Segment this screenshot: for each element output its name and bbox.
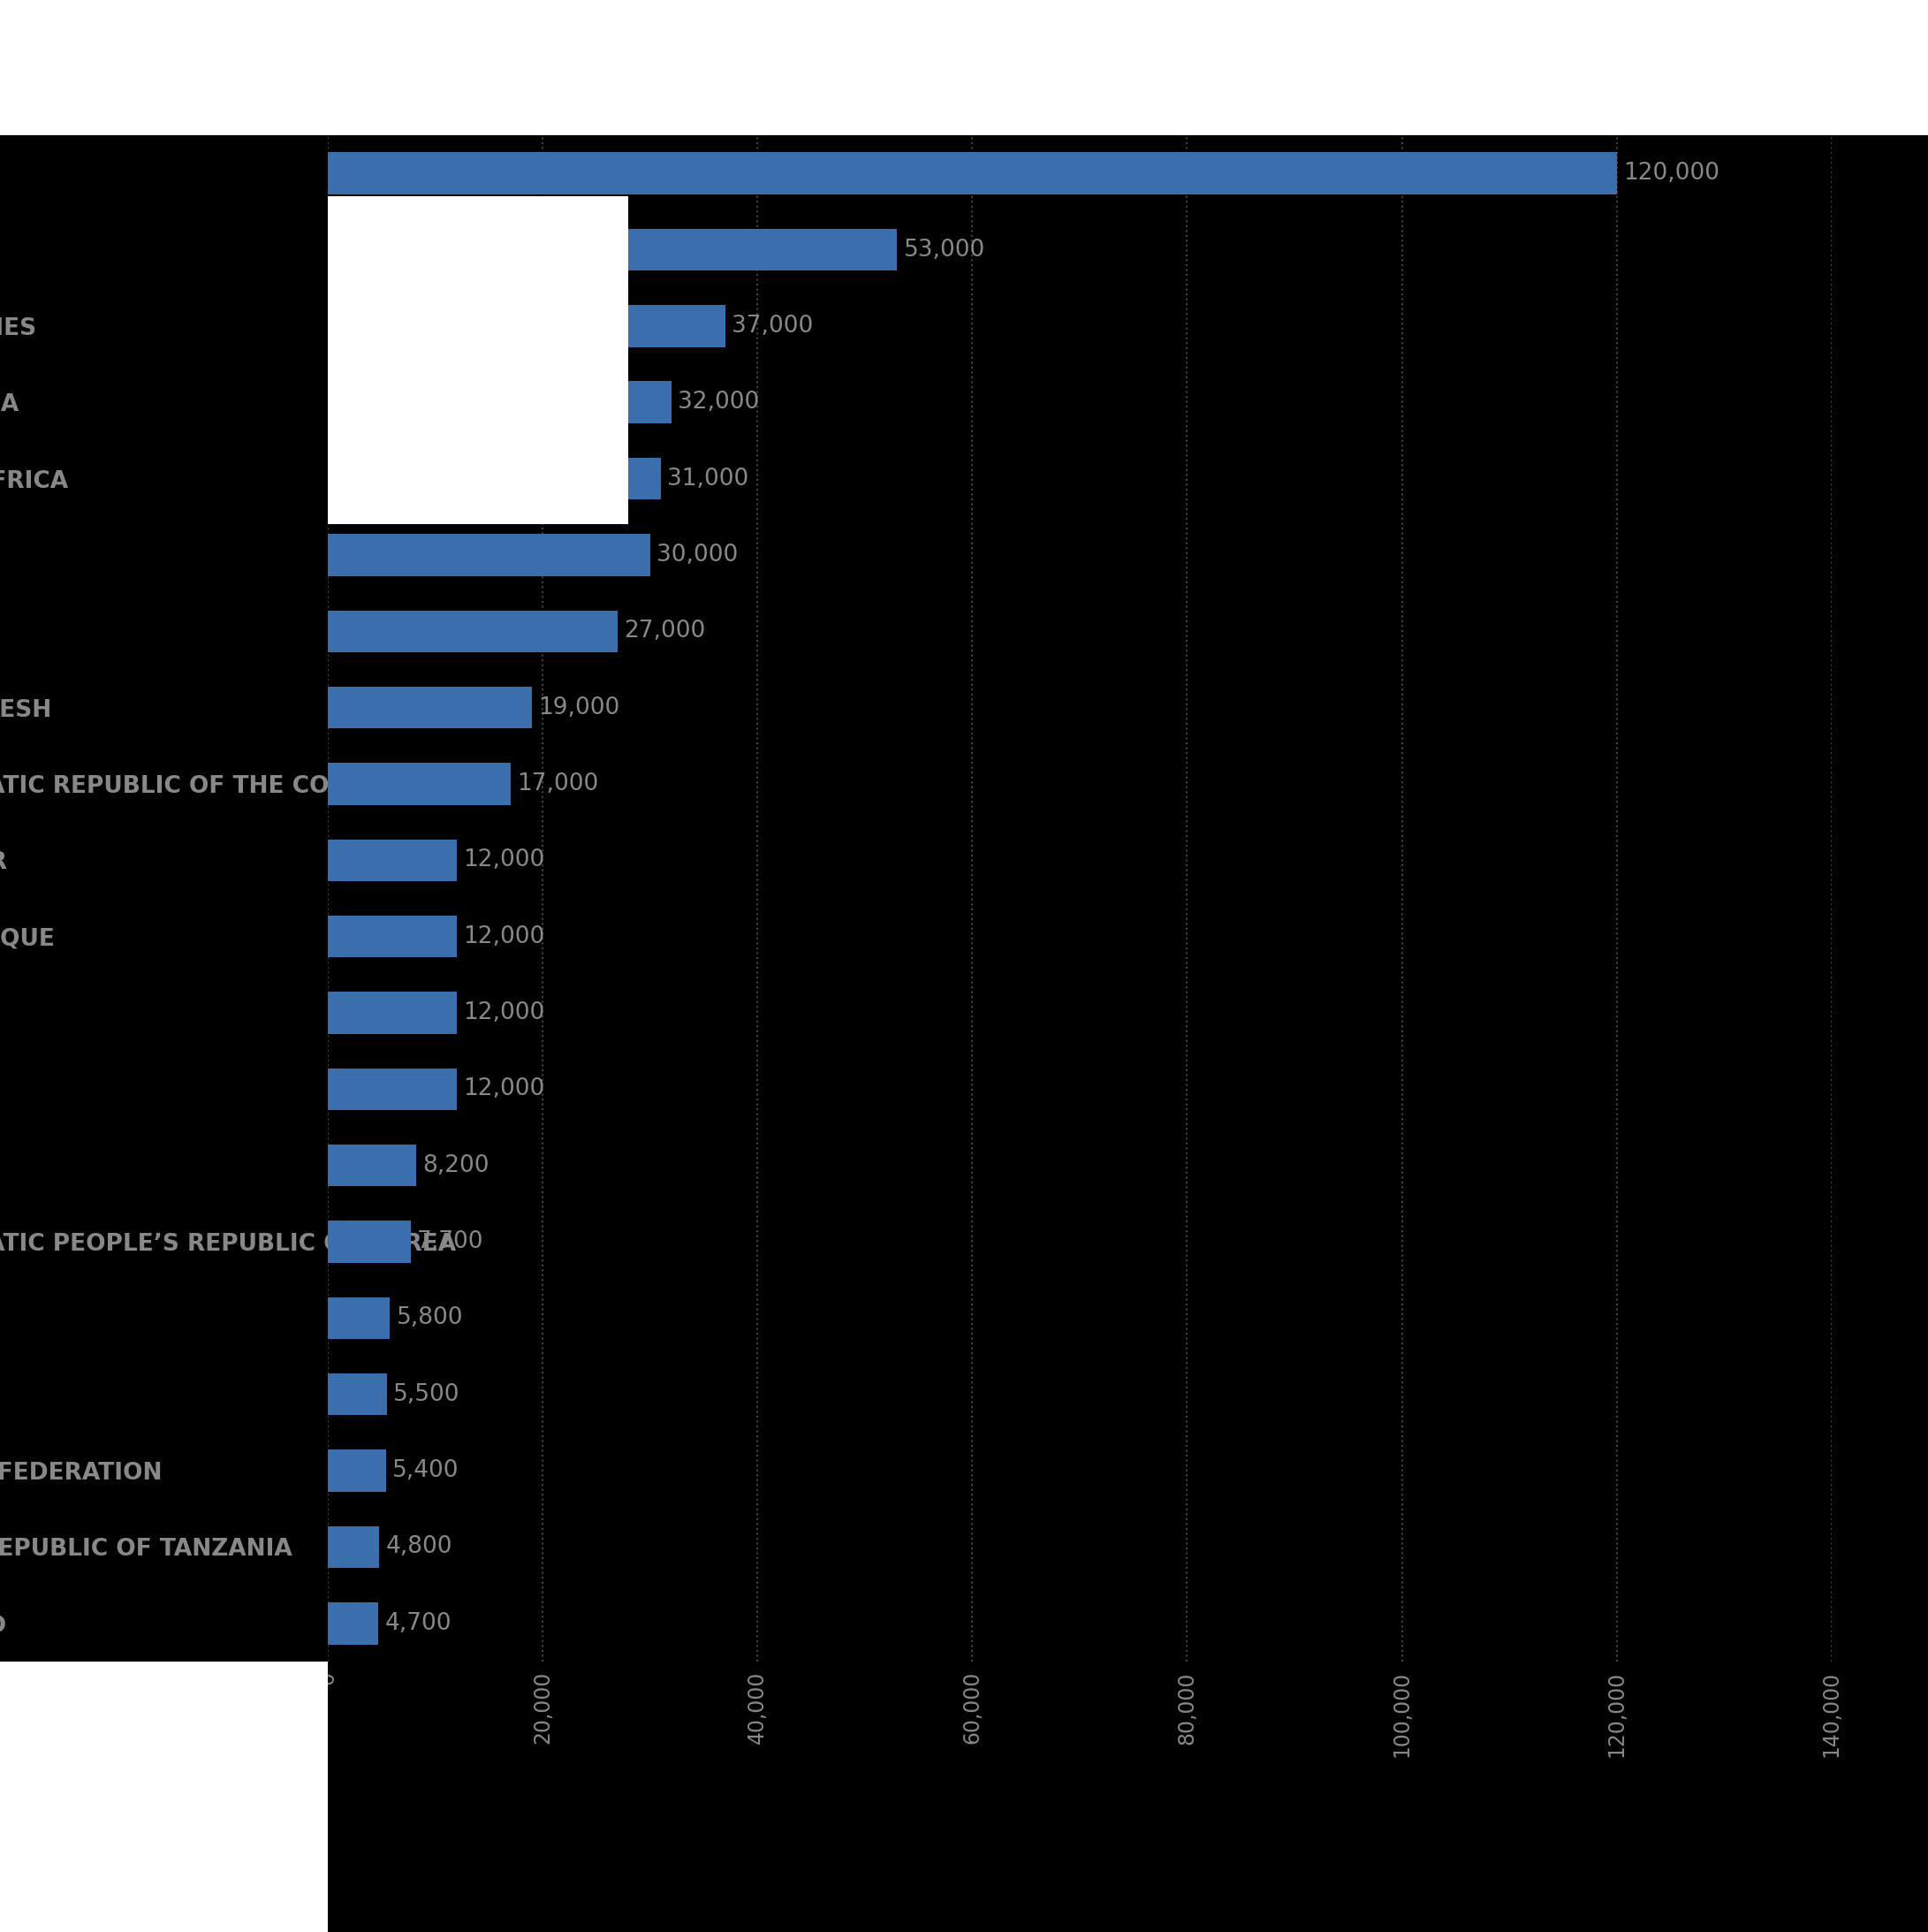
FancyBboxPatch shape bbox=[328, 197, 629, 524]
Text: 31,000: 31,000 bbox=[667, 468, 748, 491]
Text: 53,000: 53,000 bbox=[904, 238, 985, 261]
Bar bbox=[328, 458, 661, 500]
Text: 12,000: 12,000 bbox=[463, 1001, 544, 1024]
Bar bbox=[328, 153, 1618, 195]
Bar bbox=[328, 1526, 380, 1569]
Text: 12,000: 12,000 bbox=[463, 848, 544, 871]
Text: 12,000: 12,000 bbox=[463, 925, 544, 949]
Bar bbox=[328, 1068, 457, 1111]
Bar bbox=[328, 228, 897, 270]
Bar bbox=[328, 686, 532, 728]
Bar bbox=[328, 1296, 389, 1339]
Text: 5,400: 5,400 bbox=[391, 1459, 459, 1482]
Text: 4,700: 4,700 bbox=[386, 1611, 451, 1634]
Text: 120,000: 120,000 bbox=[1623, 162, 1720, 185]
Text: 5,500: 5,500 bbox=[393, 1383, 461, 1406]
Bar bbox=[328, 533, 650, 576]
Text: 27,000: 27,000 bbox=[625, 620, 706, 643]
Text: 7,700: 7,700 bbox=[416, 1231, 484, 1254]
Text: 30,000: 30,000 bbox=[656, 543, 738, 566]
Bar bbox=[328, 763, 511, 806]
Bar bbox=[328, 838, 457, 881]
Text: 37,000: 37,000 bbox=[731, 315, 814, 338]
Bar bbox=[328, 305, 725, 348]
Bar bbox=[328, 381, 671, 423]
Text: 12,000: 12,000 bbox=[463, 1078, 544, 1101]
Text: 4,800: 4,800 bbox=[386, 1536, 453, 1559]
Text: 19,000: 19,000 bbox=[538, 696, 619, 719]
Bar bbox=[328, 1449, 386, 1492]
Bar bbox=[328, 1221, 411, 1264]
Text: 5,800: 5,800 bbox=[397, 1306, 463, 1329]
Text: 8,200: 8,200 bbox=[422, 1153, 490, 1177]
Bar bbox=[328, 1144, 416, 1186]
Text: 17,000: 17,000 bbox=[517, 773, 598, 796]
Text: 32,000: 32,000 bbox=[679, 390, 760, 413]
Bar bbox=[328, 611, 617, 653]
Bar bbox=[328, 1602, 378, 1644]
Bar bbox=[328, 1374, 388, 1416]
Bar bbox=[328, 991, 457, 1034]
Bar bbox=[328, 916, 457, 958]
